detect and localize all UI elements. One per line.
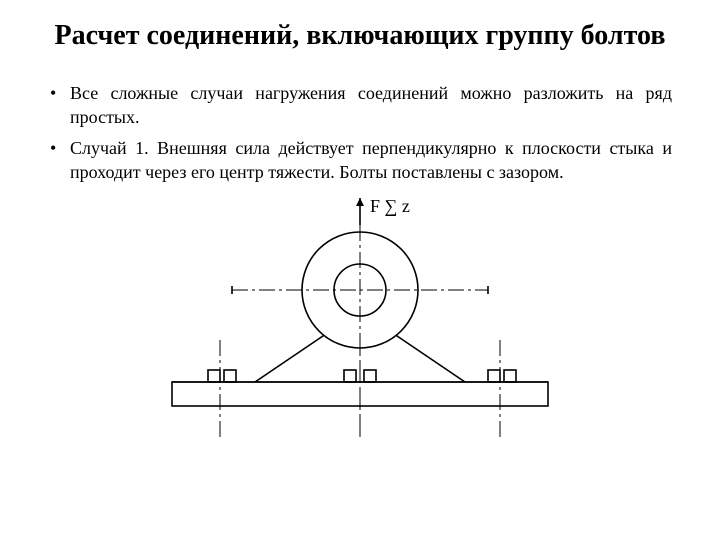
slide: Расчет соединений, включающих группу бол… xyxy=(0,0,720,540)
bullet-item: Случай 1. Внешняя сила действует перпенд… xyxy=(48,136,672,185)
bolt-group-diagram: F ∑ z xyxy=(140,190,580,450)
force-label: F ∑ z xyxy=(370,196,410,216)
bullet-list: Все сложные случаи нагружения соединений… xyxy=(48,81,672,184)
bullet-item: Все сложные случаи нагружения соединений… xyxy=(48,81,672,130)
page-title: Расчет соединений, включающих группу бол… xyxy=(50,18,670,53)
figure-container: F ∑ z xyxy=(40,190,680,455)
